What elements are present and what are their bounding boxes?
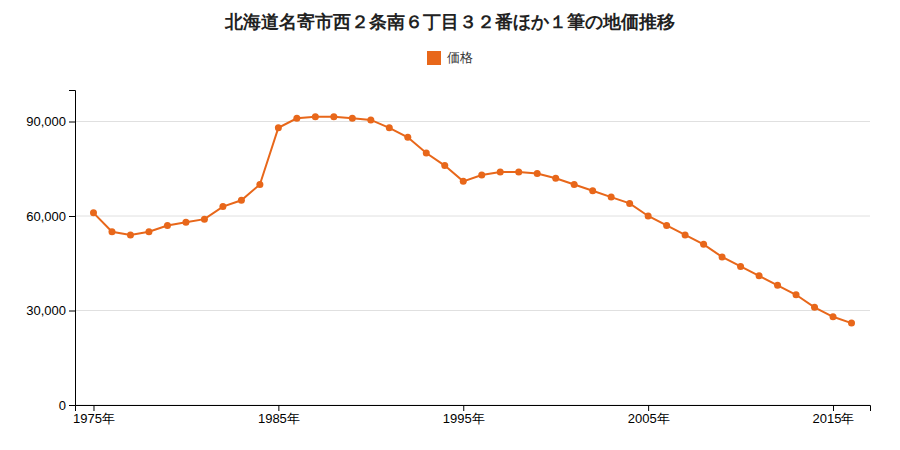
tick-mark — [648, 405, 649, 411]
grid — [75, 122, 870, 406]
point — [164, 222, 171, 229]
tick: 1985年 — [258, 405, 300, 426]
point — [182, 219, 189, 226]
tick-label: 30,000 — [26, 303, 66, 318]
tick-label: 1995年 — [443, 411, 485, 426]
legend-item: 価格 — [427, 50, 473, 65]
grid-line — [75, 216, 870, 217]
point — [367, 116, 374, 123]
point — [571, 181, 578, 188]
tick: 90,000 — [26, 114, 75, 129]
line — [93, 117, 851, 323]
plot-area: 1975年 1985年 1995年 2005年 2015年 0 30,000 60,000 90… — [26, 91, 870, 427]
x-axis: 1975年 1985年 1995年 2005年 2015年 — [73, 405, 870, 426]
tick-label: 60,000 — [26, 209, 66, 224]
tick-mark — [69, 311, 75, 312]
marks — [90, 113, 855, 326]
point — [256, 181, 263, 188]
chart: 北海道名寄市西２条南６丁目３２番ほか１筆の地価推移価格 1975年 1985年 199… — [0, 0, 900, 450]
point — [238, 197, 245, 204]
point — [349, 115, 356, 122]
point — [201, 216, 208, 223]
tick-mark — [69, 122, 75, 123]
point — [608, 194, 615, 201]
tick-label: 2015年 — [813, 411, 855, 426]
point — [441, 162, 448, 169]
title: 北海道名寄市西２条南６丁目３２番ほか１筆の地価推移 — [224, 11, 675, 32]
tick-label: 1975年 — [73, 411, 115, 426]
point — [145, 228, 152, 235]
point — [90, 209, 97, 216]
point — [312, 113, 319, 120]
point — [515, 168, 522, 175]
point — [793, 291, 800, 298]
grid-line — [75, 121, 870, 122]
tick: 2015年 — [813, 405, 855, 426]
tick-label: 1985年 — [258, 411, 300, 426]
point — [423, 150, 430, 157]
tick-mark — [463, 405, 464, 411]
tick-label: 0 — [59, 398, 66, 413]
tick-mark — [833, 405, 834, 411]
point — [108, 228, 115, 235]
legend-swatch — [427, 51, 441, 65]
tick-mark — [69, 216, 75, 217]
tick: 30,000 — [26, 303, 75, 318]
point — [293, 115, 300, 122]
point — [848, 320, 855, 327]
point — [404, 134, 411, 141]
point — [219, 203, 226, 210]
point — [330, 113, 337, 120]
tick: 60,000 — [26, 209, 75, 224]
tick-mark — [278, 405, 279, 411]
point — [700, 241, 707, 248]
point — [737, 263, 744, 270]
point — [478, 172, 485, 179]
markers — [90, 113, 855, 326]
point — [774, 282, 781, 289]
tick: 0 — [59, 398, 75, 413]
point — [756, 272, 763, 279]
point — [811, 304, 818, 311]
y-axis: 0 30,000 60,000 90,000 — [26, 91, 75, 413]
legend: 価格 — [427, 50, 473, 65]
tick: 1995年 — [443, 405, 485, 426]
grid-line — [75, 310, 870, 311]
point — [460, 178, 467, 185]
tick-label: 2005年 — [628, 411, 670, 426]
point — [552, 175, 559, 182]
point — [127, 231, 134, 238]
point — [830, 313, 837, 320]
point — [497, 168, 504, 175]
point — [275, 124, 282, 131]
point — [663, 222, 670, 229]
point — [626, 200, 633, 207]
axis-line — [69, 91, 76, 406]
point — [719, 253, 726, 260]
tick-mark — [69, 405, 75, 406]
tick-label: 90,000 — [26, 114, 66, 129]
point — [386, 124, 393, 131]
tick: 2005年 — [628, 405, 670, 426]
point — [534, 170, 541, 177]
axis-line — [76, 406, 871, 412]
legend-label: 価格 — [447, 50, 473, 65]
point — [589, 187, 596, 194]
point — [645, 213, 652, 220]
point — [682, 231, 689, 238]
tick-mark — [93, 405, 94, 411]
tick: 1975年 — [73, 405, 115, 426]
